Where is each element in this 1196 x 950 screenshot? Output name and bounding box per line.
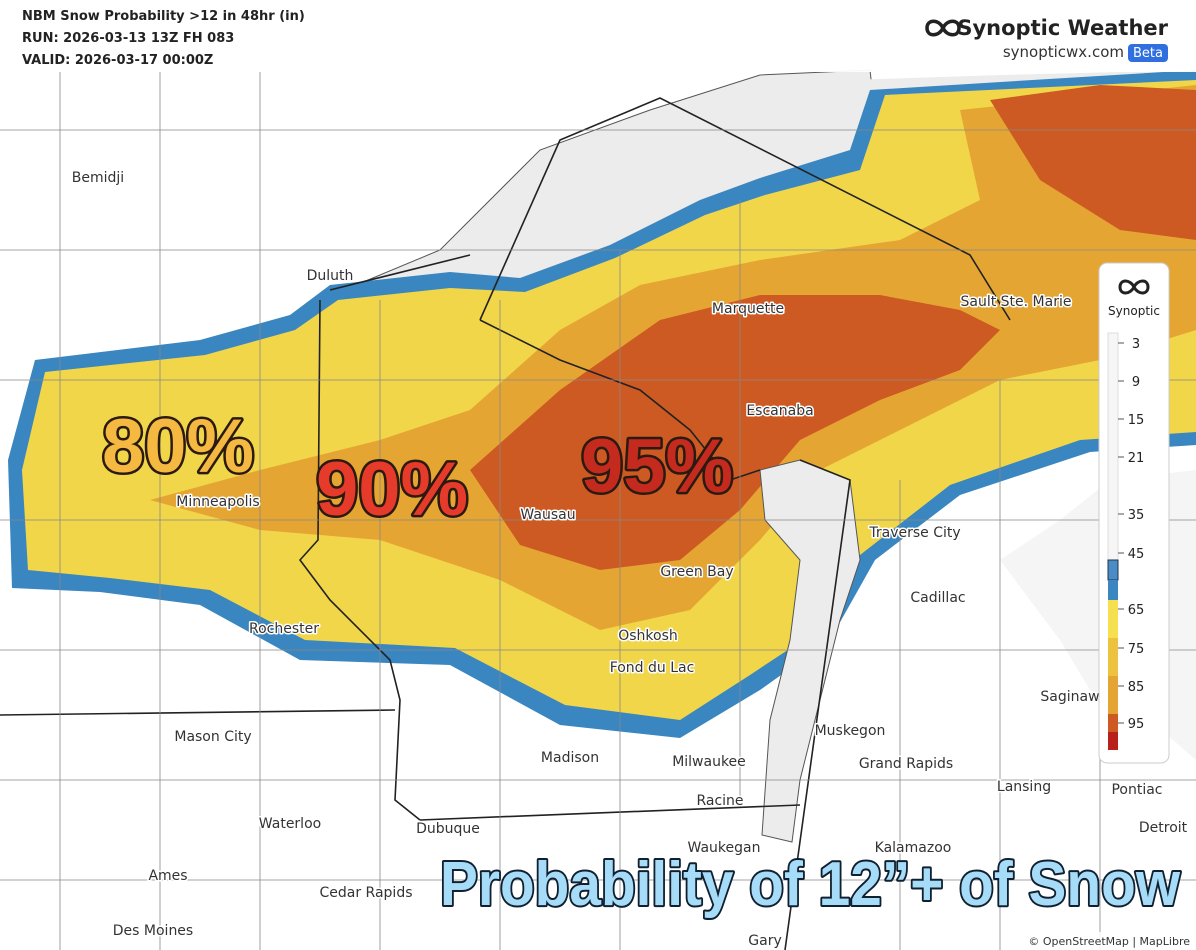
city-label: Wausau: [520, 507, 575, 523]
legend-ticks: 3 9 15 21 35 45 65 75 85 95: [1118, 337, 1144, 732]
city-label: Racine: [696, 793, 743, 809]
header-valid: VALID: 2026-03-17 00:00Z: [22, 53, 213, 68]
legend-tick-label: 95: [1128, 717, 1145, 732]
city-label: Sault Ste. Marie: [961, 294, 1072, 310]
header-run: RUN: 2026-03-13 13Z FH 083: [22, 31, 234, 46]
attribution: © OpenStreetMap | MapLibre: [1028, 935, 1190, 948]
legend-tick-label: 45: [1128, 547, 1145, 562]
city-label: Green Bay: [660, 564, 733, 580]
city-label: Gary: [748, 933, 781, 949]
legend-color: [1108, 580, 1118, 600]
legend-tick-label: 9: [1132, 375, 1140, 390]
city-label: Milwaukee: [672, 754, 746, 770]
legend-tick-label: 35: [1128, 508, 1145, 523]
brand-logo: [925, 19, 961, 37]
caption: Probability of 12”+ of Snow: [440, 850, 1181, 919]
legend-logo: [1118, 279, 1150, 295]
city-label: Rochester: [249, 621, 319, 637]
header-bar: [0, 0, 1196, 72]
lake-michigan: [759, 459, 861, 843]
city-label: Escanaba: [746, 403, 813, 419]
county-lines: [0, 72, 1196, 950]
legend-color: [1108, 600, 1118, 638]
legend-tick-label: 3: [1132, 337, 1140, 352]
city-label: Madison: [541, 750, 599, 766]
city-label: Waukegan: [688, 840, 761, 856]
annotation: 90%: [316, 447, 468, 532]
city-label: Bemidji: [72, 170, 124, 186]
legend-color: [1108, 714, 1118, 732]
legend-tick-label: 65: [1128, 603, 1145, 618]
header-title: NBM Snow Probability >12 in 48hr (in): [22, 9, 305, 24]
annotation: 95%: [581, 424, 733, 509]
beta-badge-text: Beta: [1133, 46, 1163, 61]
city-label: Kalamazoo: [875, 840, 952, 856]
city-label: Grand Rapids: [859, 756, 953, 772]
city-label: Cadillac: [910, 590, 965, 606]
legend-color: [1108, 638, 1118, 676]
city-label: Pontiac: [1111, 782, 1162, 798]
legend-tick-label: 75: [1128, 642, 1145, 657]
legend-color: [1108, 732, 1118, 750]
city-label: Marquette: [712, 301, 784, 317]
legend-name: Synoptic: [1108, 304, 1160, 318]
snow-field-95: [470, 295, 1000, 570]
city-label: Saginaw: [1040, 689, 1099, 705]
legend-color: [1107, 332, 1119, 569]
legend: Synoptic: [1098, 262, 1170, 764]
city-label: Des Moines: [113, 923, 193, 939]
city-label: Lansing: [997, 779, 1051, 795]
borders: [0, 97, 1011, 950]
legend-color: [1107, 559, 1119, 581]
beta-badge: [1128, 44, 1168, 62]
city-label: Fond du Lac: [610, 660, 695, 676]
city-label: Minneapolis: [176, 494, 259, 510]
legend-tick-label: 21: [1128, 451, 1145, 466]
brand-url: synopticwx.com: [1003, 43, 1124, 61]
city-labels: Bemidji Duluth Marquette Sault Ste. Mari…: [70, 169, 1189, 950]
legend-tick-label: 85: [1128, 680, 1145, 695]
attribution-bg: [1016, 932, 1196, 950]
city-label: Mason City: [174, 729, 251, 745]
annotation: 80%: [102, 404, 254, 489]
brand-name: Synoptic Weather: [957, 16, 1168, 40]
legend-tick-label: 15: [1128, 413, 1145, 428]
city-label: Oshkosh: [618, 628, 678, 644]
snow-field-95-ne: [990, 85, 1196, 240]
city-label: Cedar Rapids: [319, 885, 412, 901]
city-label: Muskegon: [815, 723, 886, 739]
city-label: Duluth: [307, 268, 354, 284]
city-label: Detroit: [1139, 820, 1188, 836]
city-label: Ames: [148, 868, 187, 884]
city-label: Traverse City: [868, 525, 960, 541]
city-label: Waterloo: [259, 816, 321, 832]
legend-color: [1108, 676, 1118, 714]
city-label: Dubuque: [416, 821, 480, 837]
